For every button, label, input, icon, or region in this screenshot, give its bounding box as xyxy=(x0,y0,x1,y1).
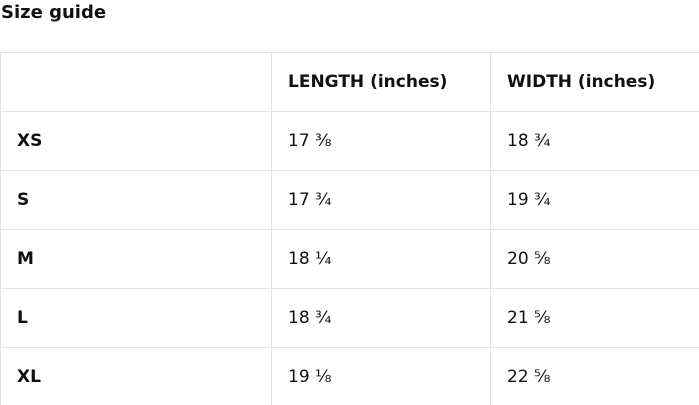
length-cell: 18 ¾ xyxy=(271,288,491,348)
table-row: S 17 ¾ 19 ¾ xyxy=(0,170,699,230)
table-row: L 18 ¾ 21 ⅝ xyxy=(0,288,699,348)
length-cell: 18 ¼ xyxy=(271,229,491,289)
width-column-header: WIDTH (inches) xyxy=(490,52,699,112)
page-title: Size guide xyxy=(1,2,107,23)
size-cell: XS xyxy=(0,111,272,171)
length-cell: 19 ⅛ xyxy=(271,347,491,405)
size-cell: L xyxy=(0,288,272,348)
length-cell: 17 ¾ xyxy=(271,170,491,230)
width-cell: 18 ¾ xyxy=(490,111,699,171)
size-column-header xyxy=(0,52,272,112)
size-cell: S xyxy=(0,170,272,230)
width-cell: 20 ⅝ xyxy=(490,229,699,289)
table-row: M 18 ¼ 20 ⅝ xyxy=(0,229,699,289)
length-cell: 17 ⅜ xyxy=(271,111,491,171)
size-cell: M xyxy=(0,229,272,289)
width-cell: 22 ⅝ xyxy=(490,347,699,405)
size-cell: XL xyxy=(0,347,272,405)
table-row: XL 19 ⅛ 22 ⅝ xyxy=(0,347,699,405)
table-header-row: LENGTH (inches) WIDTH (inches) xyxy=(0,52,699,112)
size-guide-table: LENGTH (inches) WIDTH (inches) XS 17 ⅜ 1… xyxy=(0,52,699,405)
width-cell: 19 ¾ xyxy=(490,170,699,230)
table-row: XS 17 ⅜ 18 ¾ xyxy=(0,111,699,171)
width-cell: 21 ⅝ xyxy=(490,288,699,348)
length-column-header: LENGTH (inches) xyxy=(271,52,491,112)
